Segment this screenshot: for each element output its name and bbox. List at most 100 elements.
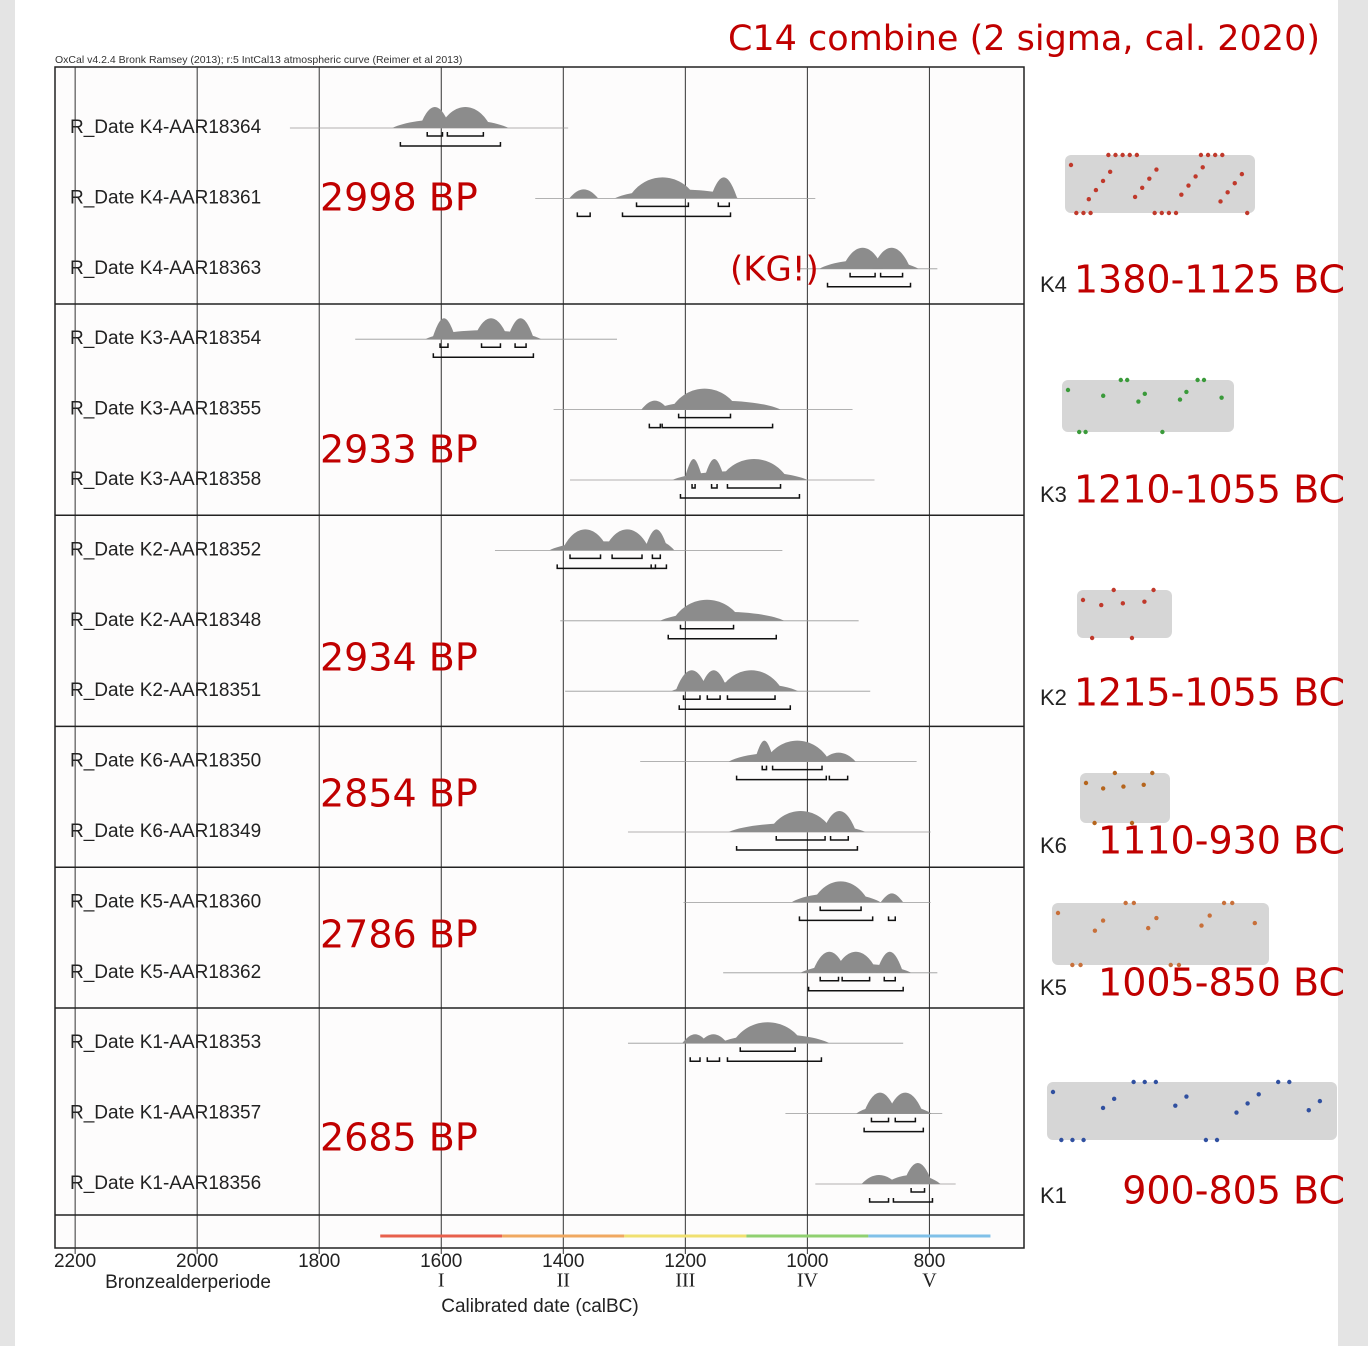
post-hole xyxy=(1059,1137,1064,1143)
post-hole xyxy=(1151,587,1156,593)
post-hole xyxy=(1252,920,1258,926)
post-hole xyxy=(1127,152,1132,158)
row-label: R_Date K2-AAR18352 xyxy=(70,539,261,560)
group-range: 1380-1125 BC xyxy=(1074,258,1345,302)
density xyxy=(604,529,651,551)
post-hole xyxy=(1184,1094,1189,1099)
range-bracket xyxy=(691,484,696,489)
density xyxy=(684,459,704,480)
range-bracket xyxy=(892,1198,934,1203)
range-bracket xyxy=(635,202,690,208)
post-hole xyxy=(1077,429,1082,435)
range-bracket xyxy=(706,1057,721,1062)
density xyxy=(672,599,742,621)
range-bracket xyxy=(798,916,874,922)
post-hole xyxy=(1134,152,1140,158)
post-hole xyxy=(1070,1137,1075,1143)
row-label: R_Date K2-AAR18351 xyxy=(70,680,261,701)
post-hole xyxy=(1111,587,1116,593)
x-tick-label: 2200 xyxy=(54,1251,96,1272)
range-bracket xyxy=(650,564,668,570)
post-hole xyxy=(1220,152,1225,158)
post-hole xyxy=(1088,210,1093,216)
post-hole xyxy=(1166,210,1172,216)
post-hole xyxy=(1275,1079,1281,1085)
post-hole xyxy=(1201,377,1207,383)
range-bracket xyxy=(648,423,662,429)
post-hole xyxy=(1179,192,1184,197)
density xyxy=(887,1092,924,1114)
density xyxy=(903,1163,933,1184)
range-bracket xyxy=(771,765,823,771)
density xyxy=(812,881,870,903)
house-plan xyxy=(1052,903,1269,965)
range-bracket xyxy=(446,132,485,137)
post-hole xyxy=(1106,152,1111,158)
post-hole xyxy=(1120,601,1126,606)
post-hole xyxy=(1065,387,1071,393)
density xyxy=(768,811,834,832)
density xyxy=(764,740,831,762)
range-bracket xyxy=(682,695,701,700)
post-hole xyxy=(1055,910,1061,916)
range-bracket xyxy=(726,695,776,700)
house-plan xyxy=(1077,590,1172,638)
post-hole xyxy=(1099,602,1104,608)
post-hole xyxy=(1184,389,1189,395)
x-tick-label: 1200 xyxy=(664,1251,706,1272)
density xyxy=(703,459,726,480)
range-bracket xyxy=(621,212,732,218)
range-bracket xyxy=(514,343,527,348)
range-bracket xyxy=(706,695,721,700)
post-hole xyxy=(1142,599,1147,604)
post-hole xyxy=(1203,1137,1209,1143)
post-hole xyxy=(1141,782,1146,787)
post-hole xyxy=(1136,399,1141,404)
x-tick-label: 1400 xyxy=(542,1251,584,1272)
post-hole xyxy=(1173,210,1179,216)
density xyxy=(834,951,878,973)
range-bracket xyxy=(761,765,768,771)
period-name: II xyxy=(557,1270,570,1292)
range-bracket xyxy=(689,1057,701,1062)
title: C14 combine (2 sigma, cal. 2020) xyxy=(728,19,1320,59)
post-hole xyxy=(1287,1079,1292,1085)
row-label: R_Date K5-AAR18360 xyxy=(70,891,261,912)
group-code: K3 xyxy=(1040,482,1067,507)
density xyxy=(644,529,669,551)
post-hole xyxy=(1081,210,1086,216)
x-tick-label: 2000 xyxy=(176,1251,218,1272)
post-hole xyxy=(1111,1096,1117,1102)
post-hole xyxy=(1140,185,1145,190)
density xyxy=(507,318,535,340)
period-name: IV xyxy=(797,1270,819,1292)
range-bracket xyxy=(775,836,826,841)
post-hole xyxy=(1107,169,1113,175)
range-bracket xyxy=(807,986,904,992)
density xyxy=(699,670,729,692)
density xyxy=(628,177,697,199)
x-tick-label: 1800 xyxy=(298,1251,340,1272)
range-bracket xyxy=(667,634,778,640)
density xyxy=(432,318,456,340)
post-hole xyxy=(1100,786,1106,791)
post-hole xyxy=(1205,152,1211,158)
post-hole xyxy=(1225,190,1230,195)
range-bracket xyxy=(611,554,643,560)
bp-label: 2998 BP xyxy=(320,176,478,220)
post-hole xyxy=(1120,152,1125,158)
range-bracket xyxy=(910,1188,926,1193)
post-hole xyxy=(1129,820,1135,826)
post-hole xyxy=(1131,1079,1136,1085)
post-hole xyxy=(1113,152,1118,158)
post-hole xyxy=(1200,165,1205,170)
house-plan xyxy=(1047,1082,1337,1140)
range-bracket xyxy=(432,353,535,358)
post-hole xyxy=(1050,1089,1056,1095)
post-hole xyxy=(1153,1079,1159,1085)
note: (KG!) xyxy=(730,249,819,289)
row-label: R_Date K3-AAR18354 xyxy=(70,328,262,349)
density xyxy=(872,247,911,269)
group-range: 1210-1055 BC xyxy=(1074,468,1345,512)
density xyxy=(569,189,599,199)
